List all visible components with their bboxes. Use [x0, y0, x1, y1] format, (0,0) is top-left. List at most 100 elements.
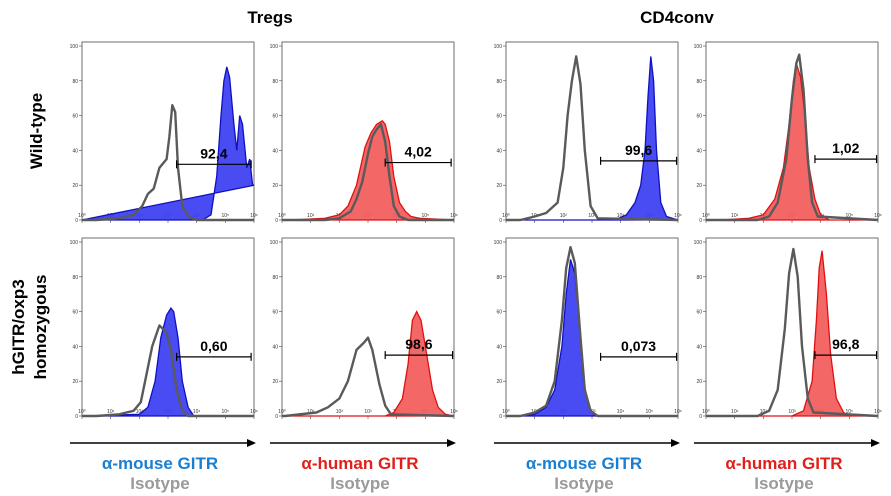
histogram-panel-1: 02040608010010⁰10¹10²10³10⁴10⁵10⁶4,02 — [270, 41, 458, 224]
x-tick-label: 10¹ — [107, 409, 115, 415]
y-tick-label: 20 — [272, 183, 278, 189]
y-tick-label: 100 — [270, 44, 279, 50]
y-tick-label: 60 — [496, 114, 502, 120]
title-tregs: Tregs — [247, 8, 292, 27]
x-tick-label: 10⁴ — [617, 213, 625, 219]
y-tick-label: 40 — [696, 148, 702, 154]
isotype-label: Isotype — [554, 474, 614, 493]
y-tick-label: 60 — [72, 114, 78, 120]
x-tick-label: 10³ — [364, 409, 372, 415]
y-tick-label: 80 — [72, 79, 78, 85]
y-tick-label: 60 — [272, 114, 278, 120]
isotype-histogram — [282, 336, 455, 418]
y-tick-label: 60 — [272, 310, 278, 316]
histogram-panel-0: 02040608010010⁰10¹10²10³10⁴10⁵10⁶92,4 — [70, 41, 258, 224]
gate-percentage: 0,073 — [621, 338, 656, 354]
y-tick-label: 0 — [499, 218, 502, 224]
x-tick-label: 10⁵ — [222, 409, 230, 415]
stained-histogram — [506, 56, 679, 221]
isotype-label: Isotype — [754, 474, 814, 493]
y-tick-label: 20 — [72, 183, 78, 189]
x-tick-label: 10¹ — [731, 213, 739, 219]
gate-percentage: 99,6 — [625, 142, 652, 158]
y-tick-label: 100 — [694, 240, 703, 246]
y-tick-label: 20 — [72, 379, 78, 385]
histogram-panel-7: 02040608010010⁰10¹10²10³10⁴10⁵10⁶96,8 — [694, 237, 882, 420]
x-tick-label: 10⁵ — [846, 213, 854, 219]
gate-percentage: 98,6 — [405, 336, 432, 352]
x-tick-label: 10⁰ — [78, 409, 86, 415]
histogram-panels: 0 20 40 60 80 100 10⁰ 10¹ 10² 10³ 10⁴ 10⁵ 10⁶ 92,4 0 20… — [70, 41, 882, 420]
y-tick-label: 80 — [496, 79, 502, 85]
histogram-panel-4: 02040608010010⁰10¹10²10³10⁴10⁵10⁶0,60 — [70, 237, 258, 420]
plot-frame — [705, 237, 879, 417]
y-tick-label: 60 — [496, 310, 502, 316]
y-tick-label: 100 — [494, 44, 503, 50]
y-tick-label: 80 — [696, 79, 702, 85]
axis-arrow-head — [871, 439, 880, 447]
x-tick-label: 10² — [336, 409, 344, 415]
x-tick-label: 10⁶ — [674, 409, 682, 415]
antibody-label: α-human GITR — [301, 454, 418, 473]
x-tick-label: 10⁰ — [278, 409, 286, 415]
gate-percentage: 96,8 — [832, 336, 859, 352]
gate-percentage: 0,60 — [200, 338, 227, 354]
x-tick-label: 10³ — [788, 409, 796, 415]
y-tick-label: 40 — [272, 344, 278, 350]
x-tick-label: 10⁶ — [450, 409, 458, 415]
histogram-panel-3: 02040608010010⁰10¹10²10³10⁴10⁵10⁶1,02 — [694, 41, 882, 224]
isotype-histogram — [506, 246, 678, 418]
x-tick-label: 10⁵ — [222, 213, 230, 219]
y-tick-label: 40 — [72, 344, 78, 350]
x-tick-label: 10⁰ — [702, 213, 710, 219]
isotype-histogram — [506, 55, 679, 222]
stained-histogram — [282, 119, 455, 221]
stained-histogram — [81, 66, 255, 221]
y-tick-label: 0 — [75, 218, 78, 224]
y-tick-label: 80 — [496, 275, 502, 281]
stained-histogram — [282, 310, 455, 417]
isotype-label: Isotype — [330, 474, 390, 493]
y-tick-label: 0 — [275, 218, 278, 224]
y-tick-label: 40 — [272, 148, 278, 154]
y-tick-label: 20 — [496, 183, 502, 189]
x-tick-label: 10⁶ — [250, 409, 258, 415]
row-labels: Wild-type hGITR/oxp3 homozygous — [9, 93, 50, 380]
x-tick-label: 10⁴ — [617, 409, 625, 415]
isotype-histogram — [706, 247, 879, 418]
axis-arrow-head — [447, 439, 456, 447]
x-tick-label: 10⁰ — [502, 409, 510, 415]
x-tick-label: 10⁴ — [193, 409, 201, 415]
gate-percentage: 1,02 — [832, 140, 859, 156]
y-tick-label: 20 — [496, 379, 502, 385]
x-tick-label: 10⁶ — [674, 213, 682, 219]
x-tick-label: 10⁰ — [78, 213, 86, 219]
y-tick-label: 0 — [275, 414, 278, 420]
row-label-1-1: homozygous — [31, 275, 50, 380]
y-tick-label: 40 — [696, 344, 702, 350]
y-tick-label: 60 — [696, 310, 702, 316]
y-tick-label: 40 — [72, 148, 78, 154]
row-label-0-0: Wild-type — [27, 93, 46, 169]
y-tick-label: 100 — [70, 240, 79, 246]
y-tick-label: 0 — [499, 414, 502, 420]
y-tick-label: 20 — [696, 379, 702, 385]
isotype-histogram — [82, 324, 254, 418]
y-tick-label: 80 — [272, 275, 278, 281]
y-tick-label: 0 — [699, 218, 702, 224]
isotype-histogram — [82, 104, 254, 222]
y-tick-label: 60 — [72, 310, 78, 316]
x-tick-label: 10⁶ — [874, 409, 882, 415]
y-tick-label: 100 — [70, 44, 79, 50]
stained-histogram — [82, 306, 254, 417]
y-tick-label: 40 — [496, 344, 502, 350]
y-tick-label: 80 — [696, 275, 702, 281]
x-tick-label: 10⁰ — [502, 213, 510, 219]
isotype-histogram — [282, 123, 454, 222]
x-tick-label: 10² — [760, 409, 768, 415]
title-cd4conv: CD4conv — [640, 8, 714, 27]
x-tick-label: 10⁶ — [450, 213, 458, 219]
